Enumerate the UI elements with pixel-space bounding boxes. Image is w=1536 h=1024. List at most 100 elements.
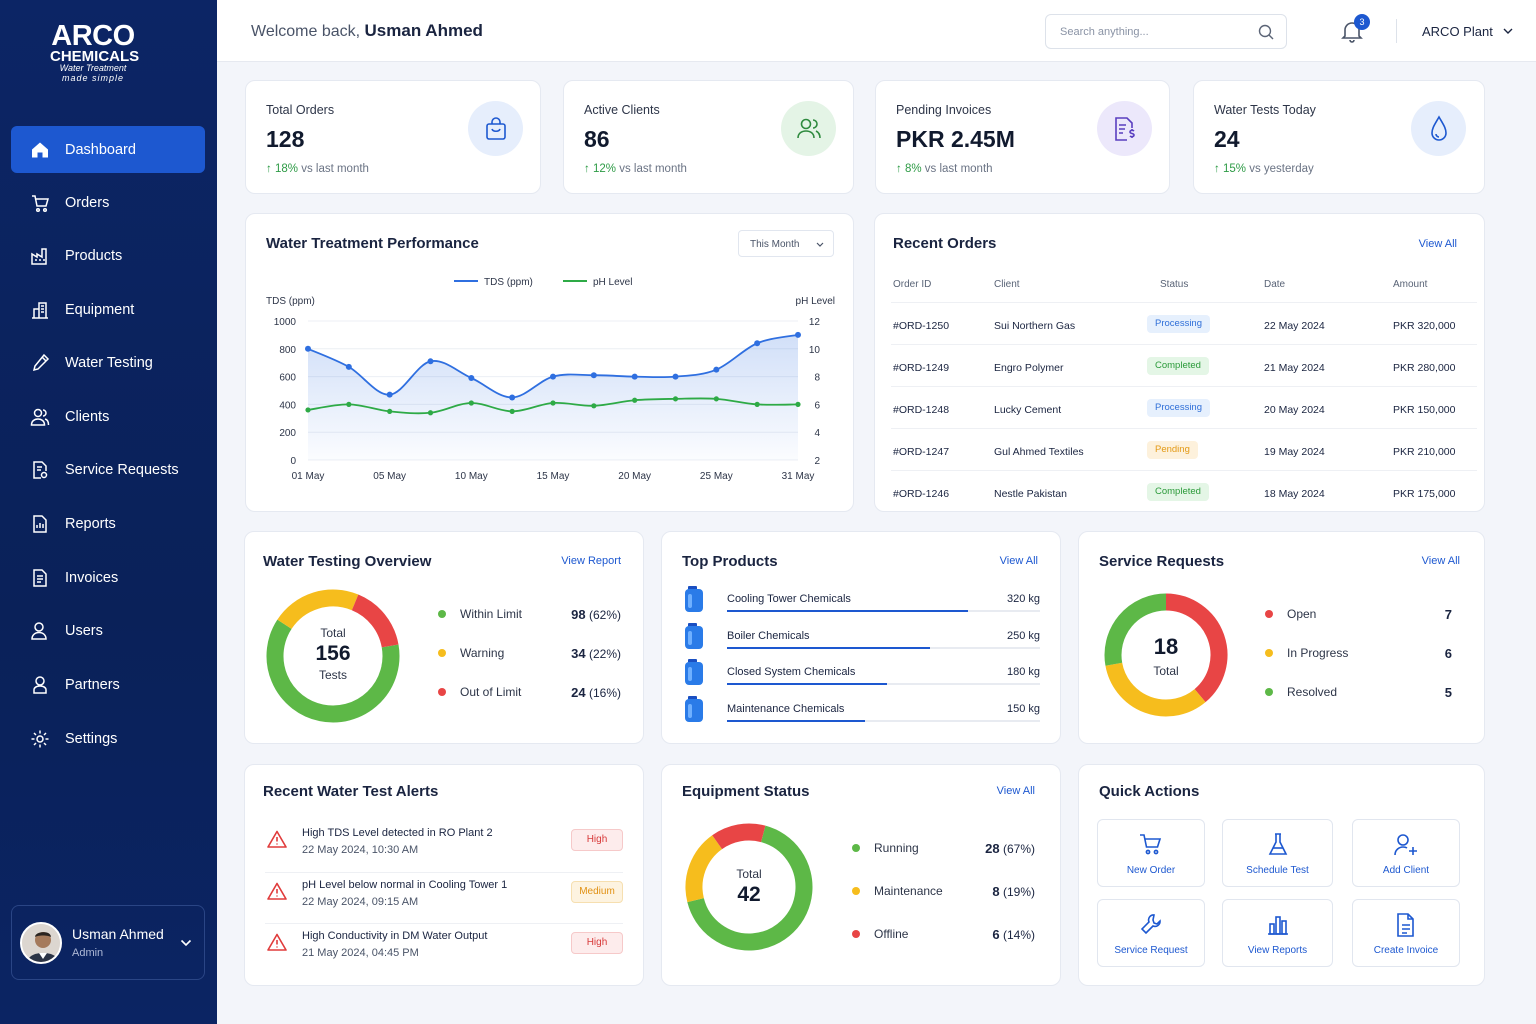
sidebar-item-users[interactable]: Users [11,607,205,654]
view-report-link[interactable]: View Report [561,555,621,567]
alert-item[interactable]: pH Level below normal in Cooling Tower 1… [265,872,623,922]
sidebar-item-settings[interactable]: Settings [11,715,205,762]
table-row[interactable]: #ORD-1247 Gul Ahmed Textiles Pending 19 May… [891,428,1477,470]
tds-point [795,331,801,338]
legend-item: In Progress [1265,646,1348,660]
product-name: Cooling Tower Chemicals [727,593,851,605]
legend-label: Running [874,841,919,855]
pipette-icon [32,353,50,371]
table-row[interactable]: #ORD-1248 Lucky Cement Processing 20 May 20… [891,386,1477,428]
quick-action-service-request[interactable]: Service Request [1097,899,1205,967]
stat-change: ↑ 18% vs last month [266,163,369,175]
stat-card-pending-invoices[interactable]: Pending Invoices PKR 2.45M ↑ 8% vs last … [875,80,1170,194]
equipment-status-card: Equipment Status View All Total 42 Runni… [661,764,1061,986]
alert-item[interactable]: High TDS Level detected in RO Plant 2 22 … [265,821,623,871]
order-id: #ORD-1248 [893,404,950,416]
quick-action-schedule-test[interactable]: Schedule Test [1222,819,1333,887]
product-name: Boiler Chemicals [727,629,810,642]
chevron-down-icon [816,242,824,247]
y-left-tick-label: 600 [279,373,296,384]
user-profile-menu[interactable]: Usman Ahmed Admin [11,905,205,980]
wrench-icon [1140,914,1161,935]
view-all-equipment-link[interactable]: View All [996,785,1035,797]
tds-point [672,373,679,380]
sidebar-item-water-testing[interactable]: Water Testing [11,339,205,386]
ph-point [591,403,597,409]
table-row[interactable]: #ORD-1246 Nestle Pakistan Completed 18 May … [891,470,1477,512]
product-item[interactable]: Boiler Chemicals 250 kg [682,621,1040,657]
sidebar-item-label: Clients [65,408,110,425]
sidebar-item-partners[interactable]: Partners [11,661,205,708]
order-client: Lucky Cement [994,404,1062,416]
view-all-requests-link[interactable]: View All [1421,555,1460,567]
quick-action-create-invoice[interactable]: Create Invoice [1352,899,1460,967]
product-item[interactable]: Closed System Chemicals 180 kg [682,657,1040,693]
stat-card-total-orders[interactable]: Total Orders 128 ↑ 18% vs last month [245,80,541,194]
table-row[interactable]: #ORD-1250 Sui Northern Gas Processing 22 Ma… [891,302,1477,344]
order-amount: PKR 210,000 [1393,446,1456,458]
legend-dot [438,688,446,696]
product-item[interactable]: Cooling Tower Chemicals 320 kg [682,584,1040,620]
order-date: 22 May 2024 [1264,320,1325,332]
invoice-dollar-icon [1097,101,1152,156]
severity-badge: Medium [571,881,623,903]
column-header-date: Date [1264,279,1286,290]
sidebar-item-clients[interactable]: Clients [11,393,205,440]
sidebar-item-reports[interactable]: Reports [11,500,205,547]
alerts-title: Recent Water Test Alerts [263,783,439,800]
arco-logo[interactable]: ARCO CHEMICALS Water Treatment made simp… [50,20,140,84]
sidebar-item-label: Water Testing [65,354,153,371]
sidebar-item-label: Equipment [65,301,135,318]
alert-text: High Conductivity in DM Water Output [302,930,488,942]
legend-label: Warning [460,646,505,660]
order-amount: PKR 175,000 [1393,488,1456,500]
period-select[interactable]: This Month [738,230,834,257]
flask-icon [1268,833,1287,855]
stat-card-active-clients[interactable]: Active Clients 86 ↑ 12% vs last month [563,80,854,194]
ph-point [509,408,515,414]
search-input[interactable]: Search anything... [1045,14,1287,49]
product-item[interactable]: Maintenance Chemicals 150 kg [682,694,1040,730]
order-amount: PKR 280,000 [1393,362,1456,374]
quick-actions-title: Quick Actions [1099,783,1200,800]
sidebar-item-equipment[interactable]: Equipment [11,286,205,333]
warning-icon [267,882,287,900]
ph-point [672,396,679,402]
quick-action-view-reports[interactable]: View Reports [1222,899,1333,967]
sidebar-item-invoices[interactable]: Invoices [11,554,205,601]
plant-selector[interactable]: ARCO Plant [1422,24,1513,39]
stat-change: ↑ 8% vs last month [896,163,993,175]
view-all-products-link[interactable]: View All [999,555,1038,567]
service-total: 18 Total [1153,634,1179,678]
stat-value: 24 [1214,126,1240,152]
equipment-total: Total 42 [736,867,762,906]
product-progress-track [727,646,1040,649]
sidebar-item-dashboard[interactable]: Dashboard [11,126,205,173]
y-left-tick-label: 0 [290,456,296,467]
y-right-tick-label: 2 [814,456,820,467]
tds-point [427,358,434,365]
document-gear-icon [33,460,48,479]
order-client: Engro Polymer [994,362,1064,374]
sidebar-item-products[interactable]: Products [11,232,205,279]
alert-item[interactable]: High Conductivity in DM Water Output 21 M… [265,923,623,973]
sidebar-item-orders[interactable]: Orders [11,179,205,226]
table-row[interactable]: #ORD-1249 Engro Polymer Completed 21 May 20… [891,344,1477,386]
order-client: Sui Northern Gas [994,320,1076,332]
severity-badge: High [571,932,623,954]
quick-action-new-order[interactable]: New Order [1097,819,1205,887]
product-name: Closed System Chemicals [727,666,856,678]
sidebar-item-service-requests[interactable]: Service Requests [11,446,205,493]
column-header-status: Status [1160,279,1189,290]
sidebar: ARCO CHEMICALS Water Treatment made simp… [0,0,217,1024]
quick-action-add-client[interactable]: Add Client [1352,819,1460,887]
testing-slice-out-of-limit [351,594,399,648]
stat-change: ↑ 12% vs last month [584,163,687,175]
view-all-orders-link[interactable]: View All [1418,238,1457,250]
column-header-client: Client [994,279,1020,290]
stat-card-water-tests[interactable]: Water Tests Today 24 ↑ 15% vs yesterday [1193,80,1485,194]
ph-point [305,407,311,413]
ph-point [550,400,556,406]
status-badge: Completed [1147,483,1209,501]
legend-label: Out of Limit [460,685,522,699]
